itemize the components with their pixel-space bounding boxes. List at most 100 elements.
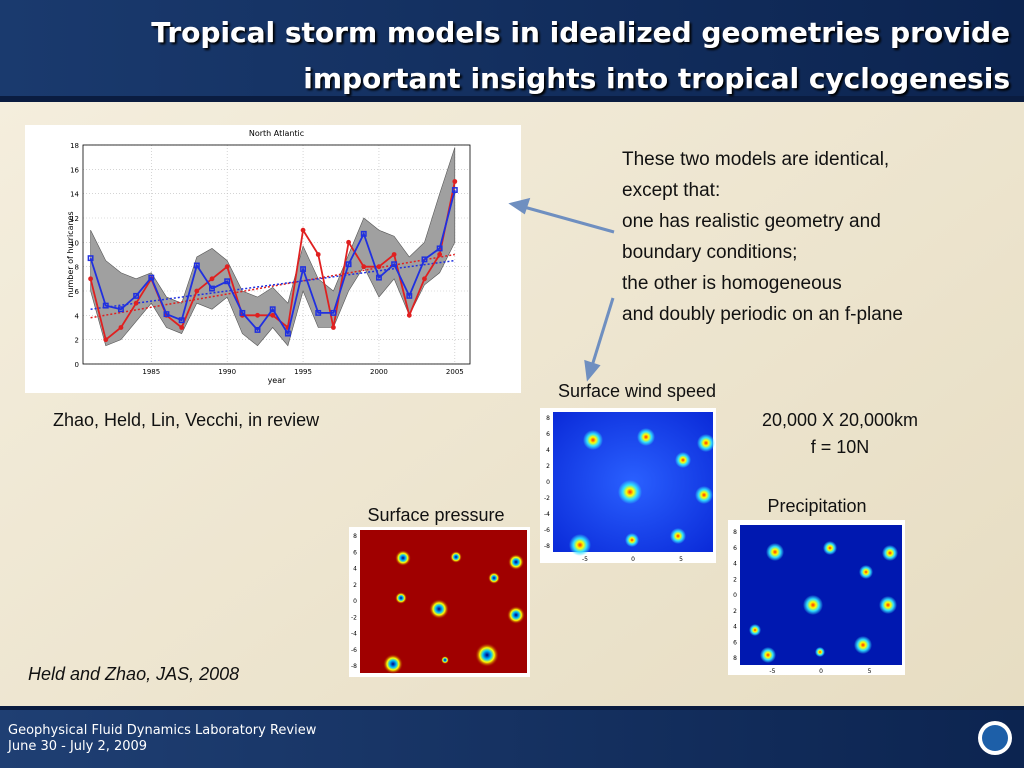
point	[87, 255, 94, 262]
point	[436, 245, 443, 252]
description-line: the other is homogeneous	[622, 273, 842, 294]
citation: Held and Zhao, JAS, 2008	[28, 664, 239, 684]
panel-y-tick: 4	[546, 447, 550, 454]
panel-y-tick: 4	[733, 561, 737, 568]
description-line: These two models are identical,	[622, 149, 889, 170]
point	[224, 264, 230, 270]
point	[270, 312, 276, 318]
panel-y-tick: 4	[353, 566, 357, 573]
point	[118, 325, 124, 330]
point	[375, 274, 382, 281]
title-line: important insights into tropical cycloge…	[303, 62, 1010, 95]
pressure-storms	[383, 550, 525, 674]
panel-x-tick: 5	[679, 556, 683, 563]
panel-x-tick: -5	[582, 556, 588, 563]
point	[360, 230, 367, 237]
x-tick-label: 2000	[370, 368, 388, 376]
point	[391, 261, 398, 268]
arrow	[590, 297, 615, 367]
x-tick-label: 1990	[218, 368, 236, 376]
precip-storms	[749, 541, 898, 663]
y-tick-label: 0	[75, 361, 79, 369]
panel-y-tick: 8	[733, 529, 737, 536]
panel-y-tick: -2	[544, 495, 550, 502]
point	[133, 292, 140, 299]
point	[315, 309, 322, 316]
point	[391, 252, 397, 257]
point	[179, 325, 185, 330]
y-tick-label: 8	[75, 264, 79, 272]
point	[346, 239, 351, 245]
point	[209, 285, 215, 292]
description-line: boundary conditions;	[622, 242, 797, 263]
panel-y-tick: -6	[351, 647, 357, 654]
plot-frame	[82, 144, 471, 365]
header-bar	[0, 0, 1024, 100]
point	[421, 256, 428, 263]
series-line	[89, 189, 456, 336]
x-tick-label: 1995	[294, 368, 312, 376]
point	[194, 288, 200, 294]
panel-y-tick: 2	[733, 576, 737, 583]
panel-y-tick: 0	[546, 479, 550, 486]
footer-bar	[0, 708, 1024, 768]
point	[422, 276, 427, 282]
panel-y-tick: 6	[733, 545, 737, 552]
y-tick-label: 4	[75, 312, 80, 320]
panel-y-tick: 0	[353, 598, 357, 605]
x-tick-label: 1985	[142, 368, 160, 376]
arrows	[508, 197, 615, 382]
point	[163, 311, 170, 318]
point	[254, 326, 261, 333]
panel-y-tick: 0	[733, 592, 737, 599]
citation: Zhao, Held, Lin, Vecchi, in review	[53, 410, 320, 430]
y-tick-label: 10	[70, 239, 79, 247]
footer-rule	[0, 706, 1024, 710]
panel-y-tick: 8	[353, 533, 357, 540]
point	[193, 262, 200, 269]
point	[102, 302, 109, 309]
panel-x-tick: -5	[769, 668, 775, 675]
footer-line: June 30 - July 2, 2009	[7, 739, 147, 754]
arrow-head	[508, 197, 531, 215]
point	[224, 278, 231, 285]
panel-x-tick: 0	[631, 556, 635, 563]
y-tick-label: 6	[75, 288, 80, 296]
description-line: except that:	[622, 180, 720, 201]
panel-x-tick: 5	[868, 668, 872, 675]
panel-y-tick: -4	[351, 631, 357, 638]
panel-y-tick: -8	[351, 663, 357, 670]
panel-x-tick: 0	[819, 668, 823, 675]
point	[209, 276, 215, 282]
envelope	[90, 147, 456, 347]
point	[331, 325, 336, 330]
panel-label: Precipitation	[767, 496, 866, 516]
panel-y-tick: -8	[544, 543, 550, 550]
y-tick-label: 12	[70, 215, 79, 223]
x-tick-label: 2005	[446, 368, 464, 376]
point	[345, 261, 352, 268]
y-tick-label: 16	[70, 166, 79, 174]
panel-y-tick: -2	[351, 614, 357, 621]
point	[117, 306, 124, 313]
panel-ticks: 8 6 4 2 0 -2 -4 -6 -8 -5 0 5 8 6 4 2 0 -2 -4 -6 -8 8 6 4 2 0 2 4 6 8 -…	[351, 415, 872, 675]
description-line: and doubly periodic on an f-plane	[622, 304, 903, 325]
wind-storms	[569, 428, 715, 556]
point	[178, 317, 185, 324]
chart-title: North Atlantic	[249, 129, 304, 138]
point	[300, 227, 306, 233]
panel-y-tick: -4	[544, 511, 550, 518]
panel-y-tick: 6	[546, 431, 550, 438]
point	[451, 187, 458, 193]
point	[148, 274, 155, 281]
trend-line	[90, 259, 455, 310]
panel-y-tick: 4	[733, 624, 737, 631]
point	[406, 292, 413, 299]
y-axis-label: number of hurricanes	[66, 211, 75, 297]
panel-y-tick: 6	[733, 639, 737, 646]
point	[239, 309, 246, 316]
description-line: one has realistic geometry and	[622, 211, 881, 232]
x-axis-label: year	[268, 376, 287, 385]
point	[269, 306, 276, 313]
point	[361, 264, 367, 270]
